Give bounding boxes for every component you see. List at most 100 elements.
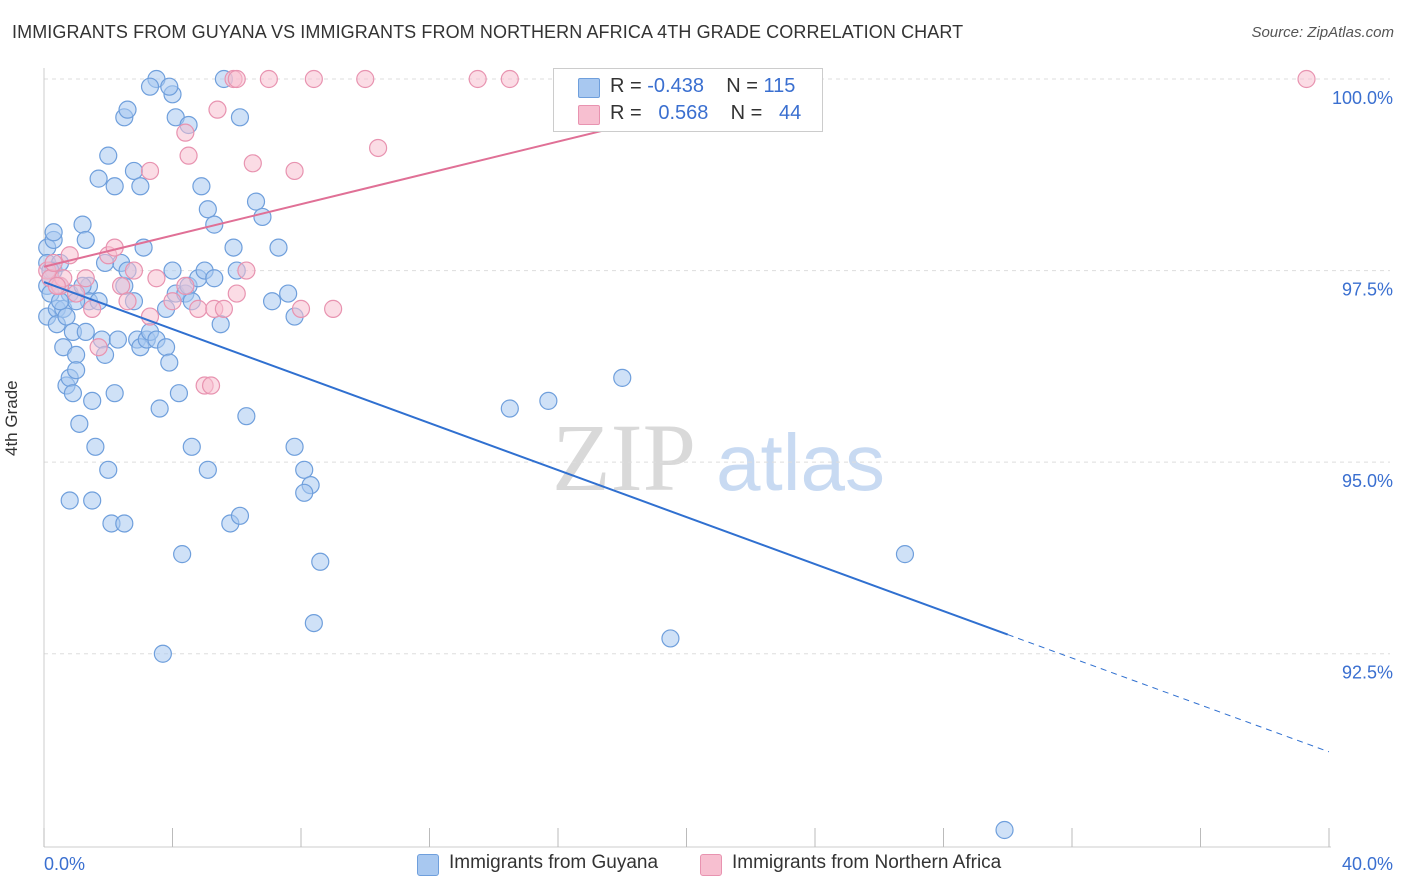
r-label: R = (610, 102, 642, 124)
guyana-point (182, 437, 201, 456)
guyana-point (76, 322, 95, 341)
guyana-point (99, 146, 118, 165)
data-points (38, 69, 1316, 840)
guyana-point (108, 330, 127, 349)
guyana-point (285, 437, 304, 456)
guyana-point (73, 215, 92, 234)
guyana-point (995, 820, 1014, 840)
nafrica-point (285, 161, 304, 181)
nafrica-point (124, 261, 144, 280)
guyana-point (295, 483, 314, 502)
nafrica-point (291, 299, 311, 318)
guyana-point (60, 491, 79, 510)
r-value-nafrica: 0.568 (658, 102, 709, 124)
guyana-point (173, 545, 192, 564)
y-tick-label: 95.0% (1342, 471, 1393, 491)
guyana-point (237, 407, 256, 426)
nafrica-point (1297, 69, 1316, 89)
nafrica-point (243, 154, 262, 173)
n-value-nafrica: 44 (779, 102, 802, 124)
y-tick-label: 100.0% (1332, 88, 1393, 108)
guyana-point (105, 384, 124, 403)
guyana-point (613, 368, 632, 387)
guyana-point (86, 437, 105, 456)
guyana-point (44, 223, 63, 242)
guyana-point (211, 315, 230, 334)
stats-box: R = -0.438 N = 115 R = 0.568 N = 44 (553, 68, 823, 132)
guyana-point (99, 460, 118, 479)
guyana-point (230, 506, 250, 525)
legend-label-nafrica: Immigrants from Northern Africa (732, 852, 1002, 873)
nafrica-point (237, 261, 256, 280)
guyana-point (262, 292, 282, 311)
nafrica-point (89, 338, 108, 357)
guyana-point (70, 414, 89, 433)
guyana-point (661, 629, 680, 648)
guyana-point (539, 391, 558, 410)
guyana-point (246, 192, 266, 211)
guyana-point (224, 238, 243, 257)
guyana-point (50, 292, 70, 311)
n-label: N = (726, 75, 758, 97)
guyana-point (57, 307, 76, 326)
n-value-guyana: 115 (763, 75, 796, 97)
nafrica-point (163, 292, 182, 311)
nafrica-point (324, 299, 343, 318)
guyana-point (150, 399, 169, 418)
nafrica-point (118, 292, 137, 311)
guyana-point (83, 391, 102, 410)
guyana-point (118, 100, 137, 119)
guyana-point (269, 238, 288, 257)
guyana-point (895, 545, 915, 564)
tick-labels: 92.5% 95.0% 97.5% 100.0% 0.0% 40.0% (44, 88, 1393, 874)
nafrica-point (208, 100, 227, 119)
watermark-atlas: atlas (716, 418, 885, 507)
axes (43, 68, 1331, 848)
nafrica-point (176, 276, 195, 296)
y-tick-label: 97.5% (1342, 280, 1393, 300)
nafrica-point (176, 123, 195, 142)
nafrica-point (468, 69, 487, 89)
nafrica-point (111, 276, 131, 296)
nafrica-point (140, 161, 160, 181)
guyana-point (304, 613, 323, 633)
legend-swatch-guyana (417, 854, 439, 876)
guyana-point (500, 399, 519, 418)
chart-title: IMMIGRANTS FROM GUYANA VS IMMIGRANTS FRO… (12, 22, 964, 42)
nafrica-point (214, 299, 233, 318)
guyana-trend-line (43, 281, 1009, 636)
nafrica-point (179, 146, 198, 165)
guyana-point (140, 77, 160, 96)
guyana-point (63, 384, 83, 403)
source-attribution: Source: ZipAtlas.com (1251, 24, 1394, 41)
guyana-point (192, 177, 211, 196)
nafrica-point (83, 299, 102, 318)
n-label: N = (730, 102, 763, 124)
guyana-point (295, 460, 314, 479)
guyana-point (76, 230, 95, 250)
guyana-point (311, 552, 330, 571)
nafrica-point (369, 138, 388, 158)
nafrica-point (500, 69, 519, 89)
guyana-point (253, 207, 272, 227)
guyana-point (131, 177, 150, 196)
guyana-point (83, 491, 102, 510)
r-value-guyana: -0.438 (647, 75, 704, 97)
nafrica-point (201, 376, 221, 395)
guyana-point (156, 338, 176, 357)
guyana-point (230, 108, 250, 127)
guyana-point (163, 261, 182, 280)
nafrica-swatch (578, 105, 600, 125)
legend-swatch-nafrica (700, 854, 722, 876)
guyana-point (198, 460, 217, 479)
nafrica-point (356, 69, 375, 89)
guyana-point (198, 200, 217, 219)
guyana-point (89, 169, 108, 188)
guyana-point (160, 77, 179, 96)
r-label: R = (610, 75, 642, 97)
guyana-point (279, 284, 298, 303)
guyana-point (153, 644, 172, 663)
nafrica-point (147, 269, 166, 288)
y-tick-label: 92.5% (1342, 663, 1393, 683)
